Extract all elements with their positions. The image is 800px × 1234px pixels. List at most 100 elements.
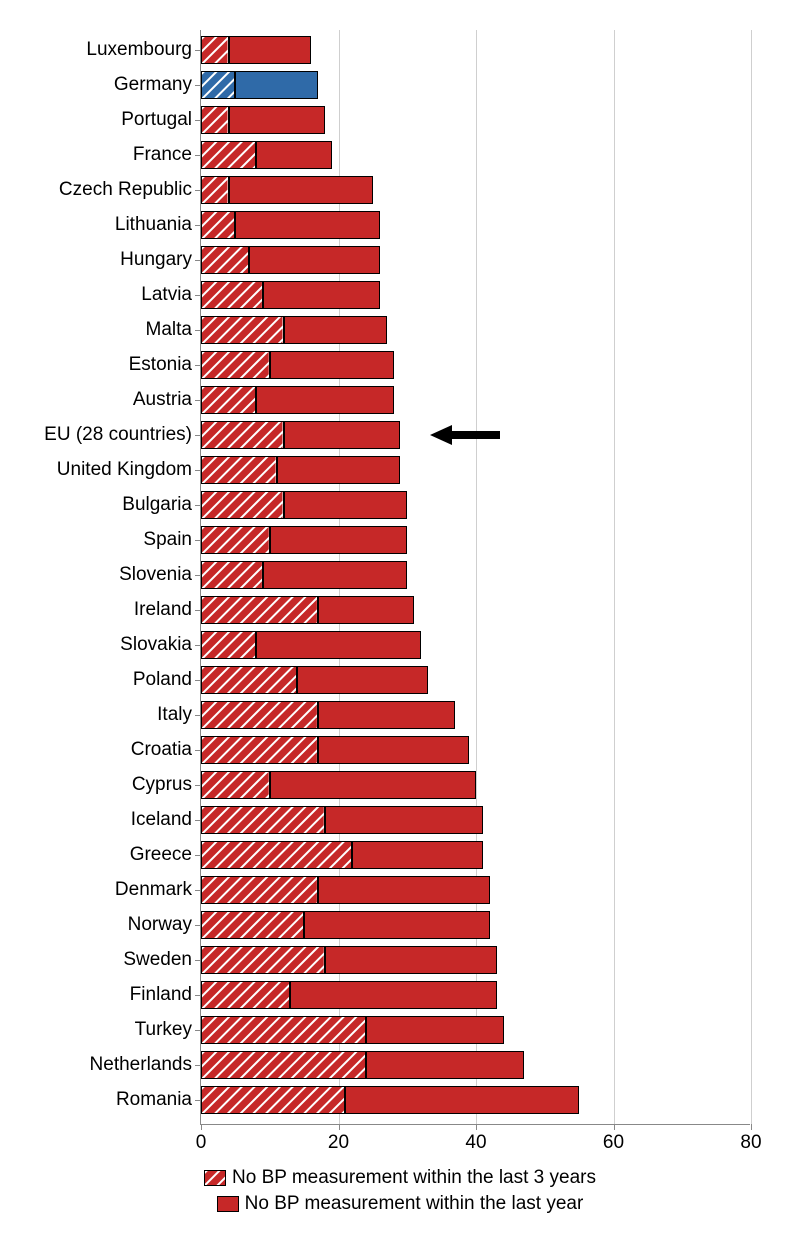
category-label: Turkey [135, 1019, 192, 1041]
bar-seg-3yr [201, 1086, 345, 1114]
x-tick [476, 1124, 477, 1130]
category-label: Iceland [131, 809, 192, 831]
category-label: Denmark [115, 879, 192, 901]
bar-seg-3yr [201, 526, 270, 554]
bar-seg-3yr [201, 351, 270, 379]
category-label: Italy [157, 704, 192, 726]
bar-seg-3yr [201, 841, 352, 869]
category-label: Estonia [129, 354, 192, 376]
category-label: Hungary [120, 249, 192, 271]
category-label: Bulgaria [122, 494, 192, 516]
bar-seg-3yr [201, 36, 229, 64]
bar-seg-3yr [201, 141, 256, 169]
category-label: Croatia [131, 739, 192, 761]
category-label: Portugal [121, 109, 192, 131]
category-label: Lithuania [115, 214, 192, 236]
category-label: Slovenia [119, 564, 192, 586]
legend-swatch-hatched [204, 1170, 226, 1186]
bar-seg-3yr [201, 771, 270, 799]
bar-seg-3yr [201, 211, 235, 239]
bar-seg-1yr [284, 316, 387, 344]
legend-item-1yr: No BP measurement within the last year [217, 1193, 584, 1215]
x-tick [614, 1124, 615, 1130]
bar-seg-3yr [201, 106, 229, 134]
x-tick-label: 60 [603, 1132, 624, 1154]
bar-seg-1yr [297, 666, 428, 694]
category-label: Czech Republic [59, 179, 192, 201]
x-tick-label: 0 [196, 1132, 207, 1154]
bar-seg-1yr [256, 631, 421, 659]
bar-seg-3yr [201, 876, 318, 904]
bar-seg-3yr [201, 1051, 366, 1079]
bar-seg-1yr [229, 106, 325, 134]
bar-seg-3yr [201, 456, 277, 484]
bar-seg-3yr [201, 316, 284, 344]
bar-seg-1yr [277, 456, 401, 484]
bar-seg-1yr [263, 281, 380, 309]
bar-seg-1yr [325, 806, 483, 834]
bar-seg-3yr [201, 911, 304, 939]
category-label: Slovakia [120, 634, 192, 656]
category-label: Sweden [123, 949, 192, 971]
legend: No BP measurement within the last 3 year… [0, 1165, 800, 1217]
arrow-icon [430, 423, 500, 447]
bar-seg-3yr [201, 701, 318, 729]
bar-seg-1yr [235, 71, 318, 99]
category-label: EU (28 countries) [44, 424, 192, 446]
bar-seg-1yr [290, 981, 496, 1009]
bar-seg-3yr [201, 946, 325, 974]
legend-swatch-solid [217, 1196, 239, 1212]
bar-seg-1yr [318, 876, 490, 904]
bar-seg-3yr [201, 176, 229, 204]
bar-seg-3yr [201, 981, 290, 1009]
legend-item-3yr: No BP measurement within the last 3 year… [204, 1167, 596, 1189]
x-tick [201, 1124, 202, 1130]
bar-seg-1yr [263, 561, 407, 589]
category-label: Greece [130, 844, 192, 866]
x-tick [751, 1124, 752, 1130]
bar-seg-3yr [201, 596, 318, 624]
bar-seg-1yr [366, 1016, 504, 1044]
category-label: Cyprus [132, 774, 192, 796]
bar-seg-1yr [318, 596, 414, 624]
bar-seg-3yr [201, 246, 249, 274]
bar-seg-3yr [201, 491, 284, 519]
category-label: France [133, 144, 192, 166]
legend-text-1yr: No BP measurement within the last year [245, 1193, 584, 1215]
category-label: Spain [143, 529, 192, 551]
category-label: Luxembourg [86, 39, 192, 61]
bar-seg-1yr [235, 211, 379, 239]
bar-seg-1yr [366, 1051, 524, 1079]
bar-seg-1yr [284, 421, 401, 449]
bar-seg-1yr [345, 1086, 579, 1114]
category-label: Romania [116, 1089, 192, 1111]
bar-seg-3yr [201, 386, 256, 414]
category-label: Norway [128, 914, 192, 936]
category-label: Malta [146, 319, 192, 341]
bar-seg-3yr [201, 1016, 366, 1044]
bp-measurement-chart: 020406080LuxembourgGermanyPortugalFrance… [0, 0, 800, 1234]
bar-seg-1yr [229, 176, 373, 204]
x-tick-label: 40 [465, 1132, 486, 1154]
bar-seg-3yr [201, 561, 263, 589]
category-label: Finland [130, 984, 192, 1006]
bar-seg-1yr [325, 946, 497, 974]
category-label: Poland [133, 669, 192, 691]
x-tick-label: 80 [740, 1132, 761, 1154]
gridline [751, 30, 752, 1124]
bar-seg-1yr [352, 841, 483, 869]
bar-seg-3yr [201, 666, 297, 694]
category-label: Netherlands [90, 1054, 192, 1076]
category-label: United Kingdom [57, 459, 192, 481]
category-label: Germany [114, 74, 192, 96]
bar-seg-1yr [270, 771, 476, 799]
plot-area: 020406080LuxembourgGermanyPortugalFrance… [200, 30, 750, 1125]
bar-seg-3yr [201, 281, 263, 309]
category-label: Latvia [141, 284, 192, 306]
bar-seg-1yr [270, 526, 408, 554]
bar-seg-3yr [201, 631, 256, 659]
legend-text-3yr: No BP measurement within the last 3 year… [232, 1167, 596, 1189]
bar-seg-3yr [201, 421, 284, 449]
category-label: Ireland [134, 599, 192, 621]
bar-seg-1yr [256, 141, 332, 169]
